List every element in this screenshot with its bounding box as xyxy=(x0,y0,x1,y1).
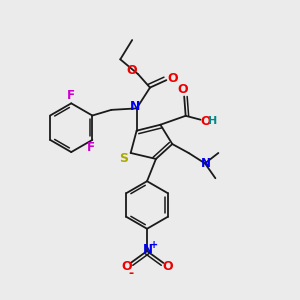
Text: N: N xyxy=(143,243,153,256)
Text: N: N xyxy=(201,157,211,170)
Text: F: F xyxy=(87,141,95,154)
Text: O: O xyxy=(163,260,173,273)
Text: O: O xyxy=(168,72,178,85)
Text: O: O xyxy=(126,64,137,77)
Text: O: O xyxy=(201,115,211,128)
Text: +: + xyxy=(150,239,158,250)
Text: S: S xyxy=(119,152,128,165)
Text: O: O xyxy=(177,83,188,97)
Text: N: N xyxy=(130,100,140,113)
Text: -: - xyxy=(128,267,133,280)
Text: O: O xyxy=(122,260,132,273)
Text: H: H xyxy=(208,116,217,126)
Text: F: F xyxy=(67,89,75,102)
